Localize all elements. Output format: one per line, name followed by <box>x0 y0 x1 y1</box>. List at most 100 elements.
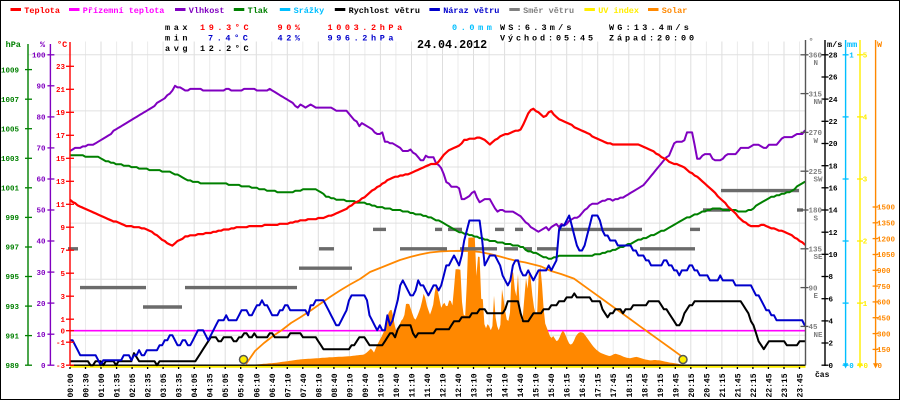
svg-text:15:10: 15:10 <box>533 373 542 397</box>
svg-text:24.04.2012: 24.04.2012 <box>417 38 487 52</box>
svg-text:600: 600 <box>877 300 891 308</box>
svg-text:NE: NE <box>814 332 824 340</box>
svg-text:03:35: 03:35 <box>176 373 185 397</box>
svg-text:90: 90 <box>36 84 46 92</box>
svg-text:5: 5 <box>863 53 868 61</box>
svg-text:05:40: 05:40 <box>238 373 247 397</box>
svg-text:08:40: 08:40 <box>331 373 340 397</box>
svg-text:SE: SE <box>814 254 824 262</box>
svg-text:21:15: 21:15 <box>719 373 728 397</box>
svg-text:07:40: 07:40 <box>300 373 309 397</box>
svg-text:1500: 1500 <box>877 205 896 213</box>
svg-text:11: 11 <box>56 202 66 210</box>
svg-text:09:40: 09:40 <box>362 373 371 397</box>
svg-text:1200: 1200 <box>877 236 896 244</box>
svg-text:12:40: 12:40 <box>455 373 464 397</box>
svg-text:hPa: hPa <box>6 40 21 50</box>
svg-text:čas: čas <box>815 371 830 380</box>
svg-text:-3: -3 <box>56 363 66 371</box>
svg-text:2: 2 <box>863 239 868 247</box>
svg-text:24: 24 <box>829 97 839 105</box>
svg-text:1: 1 <box>849 53 854 61</box>
svg-text:23:15: 23:15 <box>781 373 790 397</box>
svg-text:06:40: 06:40 <box>269 373 278 397</box>
svg-text:1: 1 <box>60 317 65 325</box>
svg-text:NW: NW <box>814 99 824 107</box>
svg-text:0: 0 <box>829 363 834 371</box>
svg-text:45: 45 <box>809 324 819 332</box>
svg-text:997: 997 <box>5 245 19 253</box>
svg-text:Východ:05:45: Východ:05:45 <box>500 34 596 44</box>
svg-text:100: 100 <box>32 53 46 61</box>
svg-text:5: 5 <box>60 271 65 279</box>
svg-text:07:10: 07:10 <box>284 373 293 397</box>
svg-text:1005: 1005 <box>1 126 20 134</box>
svg-text:7: 7 <box>60 248 65 256</box>
svg-text:15: 15 <box>56 156 66 164</box>
svg-text:15:40: 15:40 <box>548 373 557 397</box>
svg-text:0: 0 <box>864 363 869 371</box>
svg-text:11:40: 11:40 <box>424 373 433 397</box>
svg-text:135: 135 <box>809 247 823 255</box>
svg-text:1003.2hPa: 1003.2hPa <box>328 23 406 33</box>
svg-text:450: 450 <box>877 315 891 323</box>
svg-text:3: 3 <box>863 177 868 185</box>
svg-text:0.0mm: 0.0mm <box>452 23 496 33</box>
svg-text:Západ:20:00: Západ:20:00 <box>609 34 697 44</box>
svg-text:300: 300 <box>877 331 891 339</box>
svg-text:1: 1 <box>863 301 868 309</box>
svg-text:750: 750 <box>877 284 891 292</box>
svg-text:995: 995 <box>5 274 19 282</box>
svg-text:17:45: 17:45 <box>610 373 619 397</box>
svg-text:22:45: 22:45 <box>765 373 774 397</box>
svg-text:16:45: 16:45 <box>579 373 588 397</box>
svg-text:S: S <box>814 215 819 223</box>
svg-text:°C: °C <box>57 40 67 50</box>
svg-text:12:10: 12:10 <box>440 373 449 397</box>
svg-text:09:10: 09:10 <box>346 373 355 397</box>
svg-text:999: 999 <box>5 215 19 223</box>
svg-text:%: % <box>40 40 46 50</box>
svg-text:3: 3 <box>60 294 65 302</box>
svg-text:6: 6 <box>829 296 834 304</box>
svg-text:993: 993 <box>5 304 19 312</box>
svg-text:28: 28 <box>829 53 839 61</box>
svg-text:WS:6.3m/s: WS:6.3m/s <box>500 23 575 33</box>
svg-text:Solar: Solar <box>662 6 688 16</box>
svg-text:W: W <box>814 138 819 146</box>
svg-text:21:45: 21:45 <box>734 373 743 397</box>
svg-text:02:05: 02:05 <box>129 373 138 397</box>
svg-text:60: 60 <box>36 177 46 185</box>
svg-text:20: 20 <box>829 141 839 149</box>
svg-text:N: N <box>814 60 819 68</box>
svg-text:14:10: 14:10 <box>502 373 511 397</box>
svg-text:2: 2 <box>829 341 834 349</box>
svg-text:19:45: 19:45 <box>672 373 681 397</box>
svg-text:Přízemní teplota: Přízemní teplota <box>83 6 165 16</box>
svg-text:05:05: 05:05 <box>222 373 231 397</box>
svg-text:Rychlost větru: Rychlost větru <box>349 6 420 16</box>
svg-text:10:40: 10:40 <box>393 373 402 397</box>
svg-text:315: 315 <box>809 91 823 99</box>
svg-text:UV index: UV index <box>598 6 639 16</box>
svg-text:22:15: 22:15 <box>750 373 759 397</box>
svg-text:Vlhkost: Vlhkost <box>189 6 225 16</box>
svg-text:150: 150 <box>877 347 891 355</box>
svg-text:1350: 1350 <box>877 221 896 229</box>
svg-text:270: 270 <box>809 130 823 138</box>
svg-text:0: 0 <box>41 363 46 371</box>
svg-text:1001: 1001 <box>1 186 20 194</box>
svg-text:1007: 1007 <box>1 97 19 105</box>
svg-text:80: 80 <box>36 115 46 123</box>
svg-text:06:10: 06:10 <box>253 373 262 397</box>
svg-text:90: 90 <box>809 285 819 293</box>
svg-text:12.2°C: 12.2°C <box>200 44 252 54</box>
svg-text:02:35: 02:35 <box>145 373 154 397</box>
svg-text:SW: SW <box>814 177 824 185</box>
svg-text:18:45: 18:45 <box>641 373 650 397</box>
svg-text:14: 14 <box>829 208 839 216</box>
svg-text:90%: 90% <box>278 23 304 33</box>
svg-text:17: 17 <box>56 133 65 141</box>
svg-text:01:35: 01:35 <box>114 373 123 397</box>
svg-text:E: E <box>814 293 819 301</box>
